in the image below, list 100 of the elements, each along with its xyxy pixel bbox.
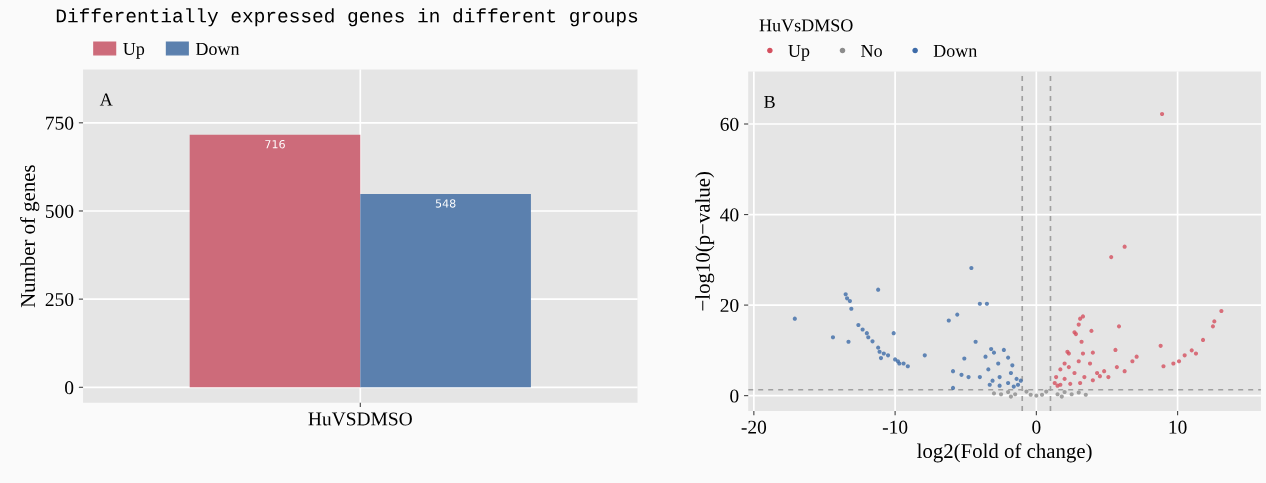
data-label: 548: [435, 199, 456, 208]
chart-title: Differentially expressed genes in different groups: [56, 8, 638, 27]
point: [1062, 376, 1067, 381]
point: [1055, 392, 1060, 397]
point: [973, 339, 978, 344]
point: [1006, 355, 1011, 360]
y-tick-label: 0: [65, 381, 74, 395]
point: [1189, 348, 1194, 353]
point: [1001, 347, 1006, 352]
y-axis-title: −log10(p−value): [695, 171, 715, 311]
point: [996, 361, 1001, 366]
x-tick-label: 0: [1032, 420, 1041, 434]
point: [1082, 374, 1087, 380]
point: [1102, 369, 1107, 374]
x-axis-title: log2(Fold of change): [917, 443, 1092, 463]
point: [1008, 394, 1014, 399]
y-tick-label: 0: [730, 389, 739, 403]
point: [1212, 319, 1217, 324]
legend-label: Down: [933, 44, 978, 57]
point: [1080, 314, 1086, 319]
point: [1058, 367, 1063, 372]
point: [1176, 359, 1182, 364]
point: [1083, 392, 1088, 397]
point: [946, 318, 951, 323]
point: [986, 367, 991, 372]
x-tick-label: -20: [741, 420, 767, 434]
point: [1080, 351, 1086, 356]
point: [864, 331, 869, 336]
y-tick-label: 500: [45, 204, 74, 218]
x-tick-label: 10: [1169, 420, 1187, 434]
point: [1006, 380, 1011, 386]
point: [1114, 365, 1119, 370]
x-tick-label: -10: [882, 420, 908, 434]
point: [1159, 111, 1165, 117]
point: [1015, 382, 1021, 387]
point: [1122, 244, 1127, 249]
point: [866, 335, 871, 340]
point: [878, 355, 884, 361]
point: [977, 374, 982, 380]
legend-label: Up: [123, 43, 145, 59]
point: [1122, 369, 1127, 374]
point: [901, 361, 906, 366]
y-tick-label: 750: [46, 116, 74, 130]
point: [1062, 389, 1067, 395]
point: [1109, 255, 1114, 260]
y-tick-label: 250: [45, 292, 74, 307]
legend-title: HuVsDMSO: [759, 19, 853, 32]
point: [1158, 343, 1163, 348]
point: [950, 385, 956, 391]
point: [1193, 351, 1199, 356]
point: [845, 296, 850, 301]
point: [1095, 370, 1100, 376]
point: [830, 335, 836, 340]
point: [1008, 370, 1014, 376]
point: [1014, 376, 1019, 381]
point: [885, 353, 891, 358]
data-label: 716: [265, 139, 285, 149]
legend-label: Up: [788, 44, 810, 61]
point: [1106, 374, 1111, 380]
annotation: B: [764, 95, 775, 108]
point: [984, 301, 989, 306]
point: [991, 391, 997, 396]
point: [1161, 364, 1166, 369]
point: [997, 374, 1002, 380]
point: [891, 331, 896, 336]
point: [1076, 359, 1081, 364]
legend-label: Down: [195, 43, 240, 56]
point: [1054, 374, 1059, 380]
point: [1116, 324, 1122, 329]
point: [1078, 380, 1083, 386]
point: [966, 374, 971, 380]
y-axis-title: Number of genes: [20, 165, 40, 308]
point: [989, 346, 994, 352]
y-tick-label: 40: [720, 208, 739, 222]
point: [1069, 392, 1074, 397]
point: [1028, 392, 1033, 397]
point: [955, 312, 960, 317]
point: [1097, 374, 1102, 379]
point: [959, 372, 964, 377]
point: [881, 351, 886, 356]
point: [1059, 394, 1064, 399]
point: [1182, 353, 1187, 358]
point: [1072, 370, 1077, 376]
point: [876, 345, 881, 350]
annotation: A: [99, 93, 113, 106]
point: [1134, 354, 1139, 359]
point: [876, 287, 881, 292]
point: [1210, 324, 1215, 329]
x-tick-label: HuVSDMSO: [308, 412, 412, 426]
point: [977, 301, 982, 306]
point: [1006, 389, 1011, 395]
y-tick-label: 60: [720, 117, 739, 131]
point: [1066, 365, 1071, 370]
point: [1013, 392, 1018, 397]
point: [1018, 378, 1023, 383]
point: [950, 369, 956, 374]
point: [1090, 350, 1095, 355]
point: [997, 383, 1002, 388]
point: [998, 392, 1004, 397]
point: [991, 350, 997, 355]
